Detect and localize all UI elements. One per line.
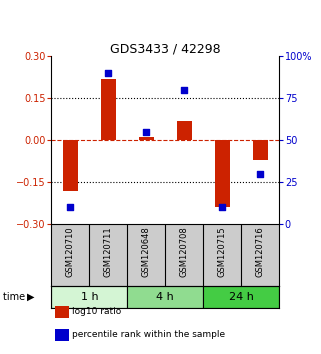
Point [220, 205, 225, 210]
Text: log10 ratio: log10 ratio [72, 307, 121, 316]
Point [68, 205, 73, 210]
Text: GSM120715: GSM120715 [218, 226, 227, 276]
Bar [63, 140, 78, 190]
Text: GSM120708: GSM120708 [180, 226, 189, 277]
Text: percentile rank within the sample: percentile rank within the sample [72, 330, 225, 339]
Bar [139, 137, 154, 140]
Bar [215, 140, 230, 207]
Point [144, 129, 149, 135]
Point [258, 171, 263, 177]
Text: GSM120710: GSM120710 [66, 226, 75, 276]
Bar [177, 121, 192, 140]
Text: GSM120716: GSM120716 [256, 226, 265, 277]
Bar [203, 286, 279, 308]
Bar [51, 286, 127, 308]
Text: GSM120648: GSM120648 [142, 226, 151, 277]
Bar [253, 140, 268, 160]
Bar [127, 286, 203, 308]
Text: 4 h: 4 h [156, 292, 174, 302]
Text: time: time [3, 292, 29, 302]
Text: ▶: ▶ [27, 292, 35, 302]
Text: GSM120711: GSM120711 [104, 226, 113, 276]
Bar [101, 79, 116, 140]
Title: GDS3433 / 42298: GDS3433 / 42298 [110, 42, 221, 55]
Point [182, 87, 187, 93]
Text: 24 h: 24 h [229, 292, 254, 302]
Text: 1 h: 1 h [81, 292, 98, 302]
Point [106, 70, 111, 76]
